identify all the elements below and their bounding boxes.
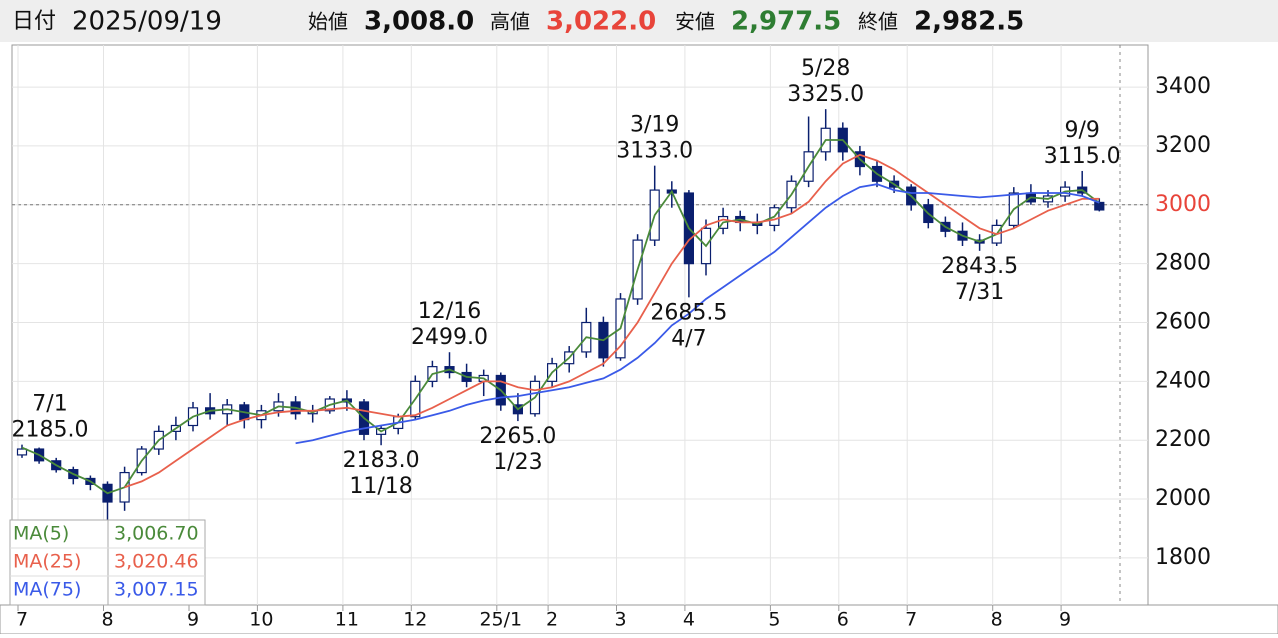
annotation: 5/28 [801, 56, 850, 81]
annotation: 2499.0 [411, 325, 488, 350]
date-value: 2025/09/19 [72, 7, 222, 37]
quote-value: 3,022.0 [546, 7, 656, 37]
x-tick-label: 10 [249, 609, 273, 631]
header-bar [0, 0, 1278, 42]
y-tick-label: 2400 [1155, 368, 1211, 393]
x-tick-label: 11 [335, 609, 359, 631]
plot-frame [11, 44, 1149, 606]
annotation: 11/18 [349, 474, 412, 499]
x-tick-label: 7 [16, 609, 28, 631]
legend-name: MA(5) [13, 523, 69, 545]
y-tick-label: 2800 [1155, 251, 1211, 276]
annotation: 2183.0 [343, 448, 420, 473]
annotation: 3325.0 [787, 82, 864, 107]
x-tick-label: 4 [683, 609, 695, 631]
ma-line [295, 183, 1100, 445]
legend-name: MA(25) [13, 551, 81, 573]
x-tick-label: 25/1 [479, 609, 522, 631]
ma-line [124, 153, 1100, 489]
legend-value: 3,020.46 [114, 551, 199, 573]
x-tick-label: 8 [991, 609, 1003, 631]
y-tick-label: 2200 [1155, 427, 1211, 452]
legend-value: 3,007.15 [114, 579, 199, 601]
annotation: 4/7 [671, 326, 706, 351]
x-tick-label: 2 [546, 609, 558, 631]
x-tick-label: 9 [187, 609, 199, 631]
annotation: 9/9 [1064, 118, 1099, 143]
annotation: 2265.0 [479, 424, 556, 449]
annotation: 3/19 [630, 113, 679, 138]
y-tick-label: 3400 [1155, 74, 1211, 99]
x-tick-label: 9 [1059, 609, 1071, 631]
quote-label: 始値 [308, 10, 348, 34]
quote-label: 高値 [490, 10, 530, 34]
y-tick-label: 1800 [1155, 545, 1211, 570]
annotation: 1/23 [493, 450, 542, 475]
quote-value: 2,982.5 [914, 7, 1024, 37]
annotation: 12/16 [418, 299, 481, 324]
annotation: 3133.0 [616, 139, 693, 164]
x-tick-label: 12 [403, 609, 427, 631]
quote-value: 3,008.0 [364, 7, 474, 37]
annotation: 7/1 [32, 392, 67, 417]
y-tick-label: 2000 [1155, 486, 1211, 511]
x-tick-label: 3 [614, 609, 626, 631]
quote-label: 安値 [675, 10, 715, 34]
y-tick-label: 3000 [1155, 192, 1211, 217]
x-tick-label: 5 [768, 609, 780, 631]
x-tick-label: 8 [101, 609, 113, 631]
candle-body [16, 448, 28, 456]
legend-value: 3,006.70 [114, 523, 199, 545]
y-tick-label: 3200 [1155, 133, 1211, 158]
annotation: 7/31 [955, 280, 1004, 305]
y-tick-label: 2600 [1155, 309, 1211, 334]
x-axis-bar [0, 604, 1278, 635]
annotation: 2185.0 [12, 418, 89, 443]
x-tick-label: 7 [905, 609, 917, 631]
quote-value: 2,977.5 [731, 7, 841, 37]
date-label: 日付 [12, 9, 56, 34]
candle-body [1094, 201, 1105, 211]
legend-name: MA(75) [13, 579, 81, 601]
annotation: 2685.5 [650, 300, 727, 325]
annotation: 3115.0 [1044, 144, 1121, 169]
annotation: 2843.5 [941, 254, 1018, 279]
quote-label: 終値 [858, 10, 898, 34]
ma-line [21, 139, 1100, 495]
x-tick-label: 6 [837, 609, 849, 631]
